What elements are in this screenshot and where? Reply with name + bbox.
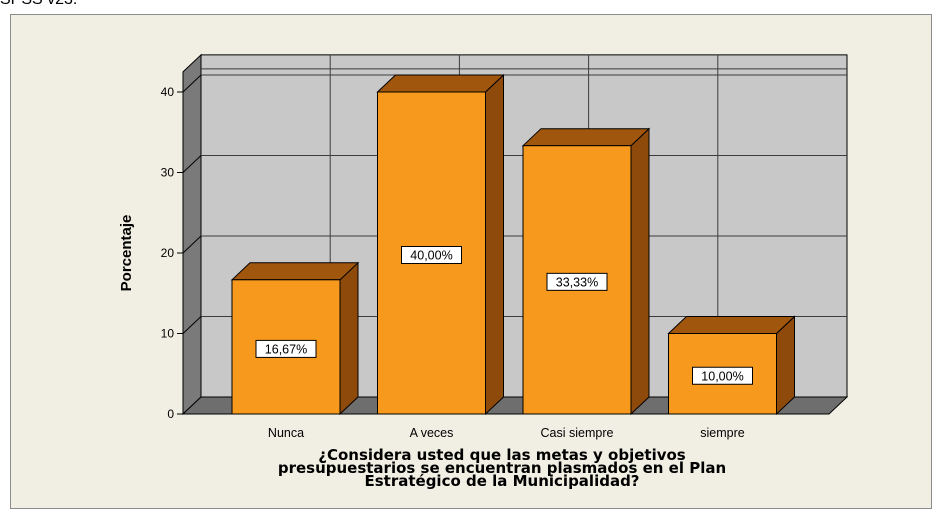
x-axis-label-line: presupuestarios se encuentran plasmados … <box>278 459 726 477</box>
x-tick-label: A veces <box>410 426 454 440</box>
y-tick-label: 10 <box>161 327 175 341</box>
y-tick-label: 0 <box>167 407 174 421</box>
data-label-box <box>692 366 753 385</box>
x-axis-label-line: ¿Considera usted que las metas y objetiv… <box>318 446 686 464</box>
gridline-side <box>182 74 202 93</box>
data-label: 33,33% <box>556 275 598 289</box>
x-axis-label-line: Estratégico de la Municipalidad? <box>364 472 639 490</box>
data-label: 16,67% <box>265 342 307 356</box>
data-label-box <box>255 339 317 358</box>
y-tick-label: 20 <box>161 246 175 260</box>
bar-side <box>339 261 359 416</box>
bar-top <box>230 262 360 281</box>
x-tick-label: Casi siempre <box>541 426 614 440</box>
data-label: 40,00% <box>410 249 452 263</box>
bar-side <box>485 73 504 416</box>
x-tick-label: siempre <box>700 426 745 440</box>
bar-top <box>521 128 651 147</box>
y-tick-label: 40 <box>161 85 175 99</box>
bar-side <box>630 127 650 416</box>
left-side-wall <box>182 53 202 416</box>
x-axis-label: ¿Considera usted que las metas y objetiv… <box>278 446 726 490</box>
x-tick-label: Nunca <box>268 426 304 440</box>
bar-top <box>667 316 796 334</box>
y-axis-label: Porcentaje <box>118 215 135 292</box>
data-label-box <box>546 272 608 291</box>
y-tick-label: 30 <box>161 166 175 180</box>
gridline-side <box>182 316 202 334</box>
caption-top-text: SPSS v23. <box>0 0 77 9</box>
data-label: 10,00% <box>701 369 743 383</box>
data-label-box <box>401 246 462 264</box>
gridline-side <box>182 235 202 254</box>
bar-top <box>376 74 505 93</box>
gridline-side <box>182 155 202 173</box>
